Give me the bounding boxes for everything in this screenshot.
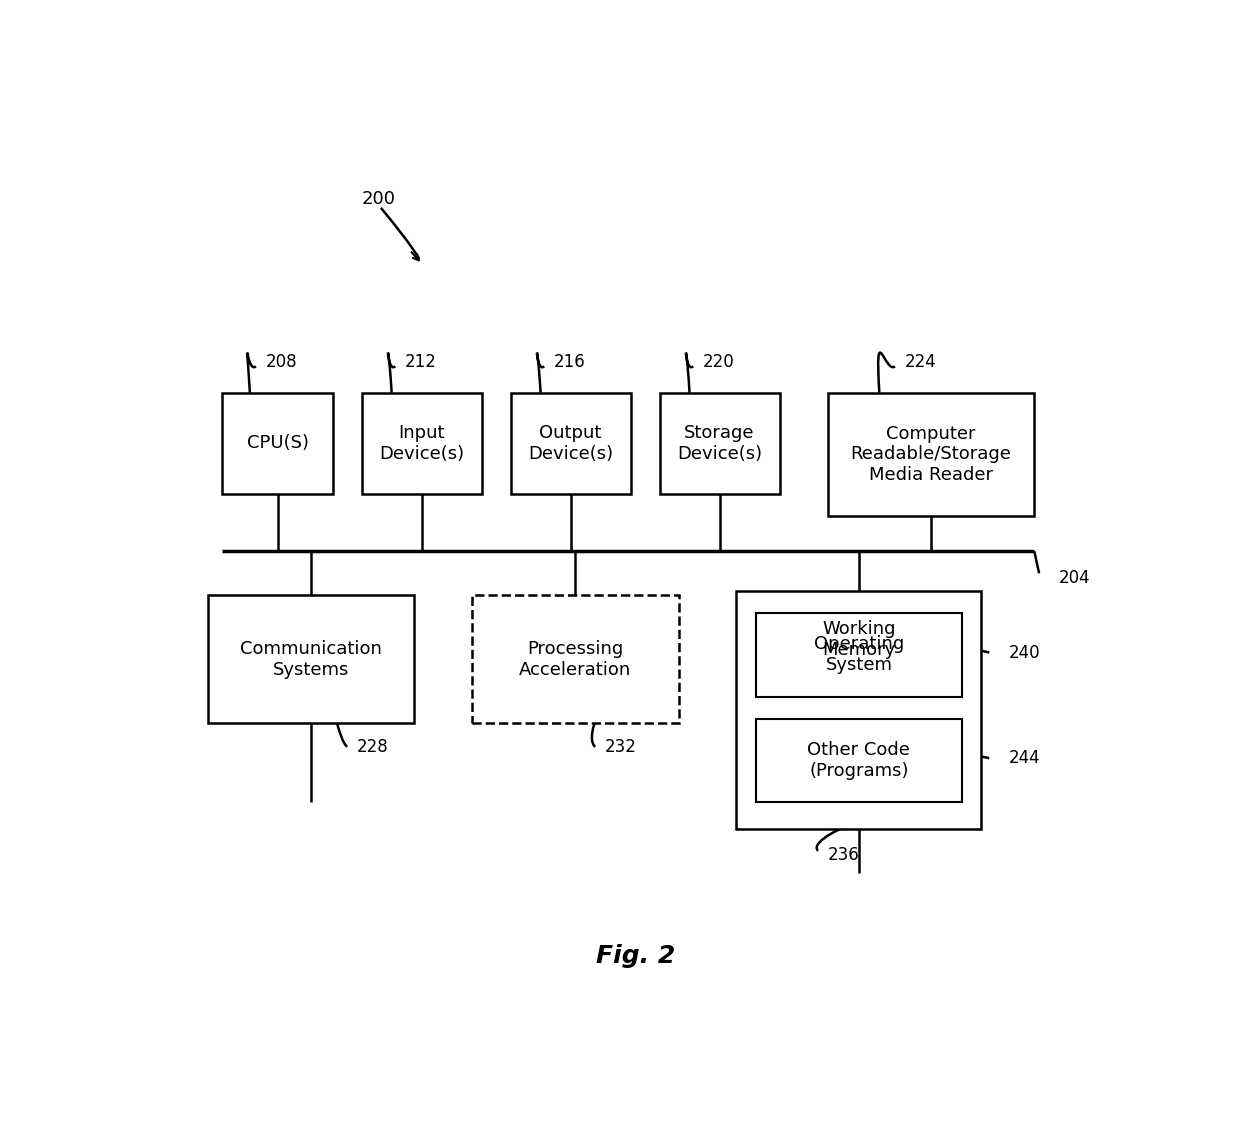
Bar bbox=[511, 392, 631, 494]
Bar bbox=[660, 392, 780, 494]
Text: 240: 240 bbox=[1008, 644, 1040, 661]
Text: Processing
Acceleration: Processing Acceleration bbox=[520, 639, 631, 678]
Text: CPU(S): CPU(S) bbox=[247, 435, 309, 452]
Text: 224: 224 bbox=[905, 352, 936, 371]
Text: 200: 200 bbox=[362, 190, 396, 208]
Bar bbox=[755, 613, 962, 697]
Bar bbox=[208, 595, 414, 723]
Bar bbox=[737, 591, 982, 828]
Text: 212: 212 bbox=[404, 352, 436, 371]
Text: Input
Device(s): Input Device(s) bbox=[379, 424, 464, 463]
Text: Storage
Device(s): Storage Device(s) bbox=[677, 424, 763, 463]
Text: Computer
Readable/Storage
Media Reader: Computer Readable/Storage Media Reader bbox=[851, 424, 1012, 484]
Text: 216: 216 bbox=[554, 352, 585, 371]
Bar bbox=[222, 392, 332, 494]
Text: 204: 204 bbox=[1059, 569, 1090, 587]
Bar bbox=[472, 595, 678, 723]
Text: 208: 208 bbox=[265, 352, 298, 371]
Text: Operating
System: Operating System bbox=[813, 635, 904, 674]
Text: Other Code
(Programs): Other Code (Programs) bbox=[807, 741, 910, 780]
Text: 232: 232 bbox=[605, 738, 636, 756]
Bar bbox=[828, 392, 1034, 516]
Bar bbox=[362, 392, 481, 494]
Text: 220: 220 bbox=[703, 352, 734, 371]
Text: 236: 236 bbox=[828, 847, 859, 864]
Text: Communication
Systems: Communication Systems bbox=[241, 639, 382, 678]
Text: 228: 228 bbox=[357, 738, 388, 756]
Text: Output
Device(s): Output Device(s) bbox=[528, 424, 614, 463]
Bar bbox=[755, 718, 962, 802]
Text: Working
Memory: Working Memory bbox=[822, 620, 895, 659]
Text: Fig. 2: Fig. 2 bbox=[596, 945, 675, 969]
Text: 244: 244 bbox=[1008, 749, 1040, 768]
